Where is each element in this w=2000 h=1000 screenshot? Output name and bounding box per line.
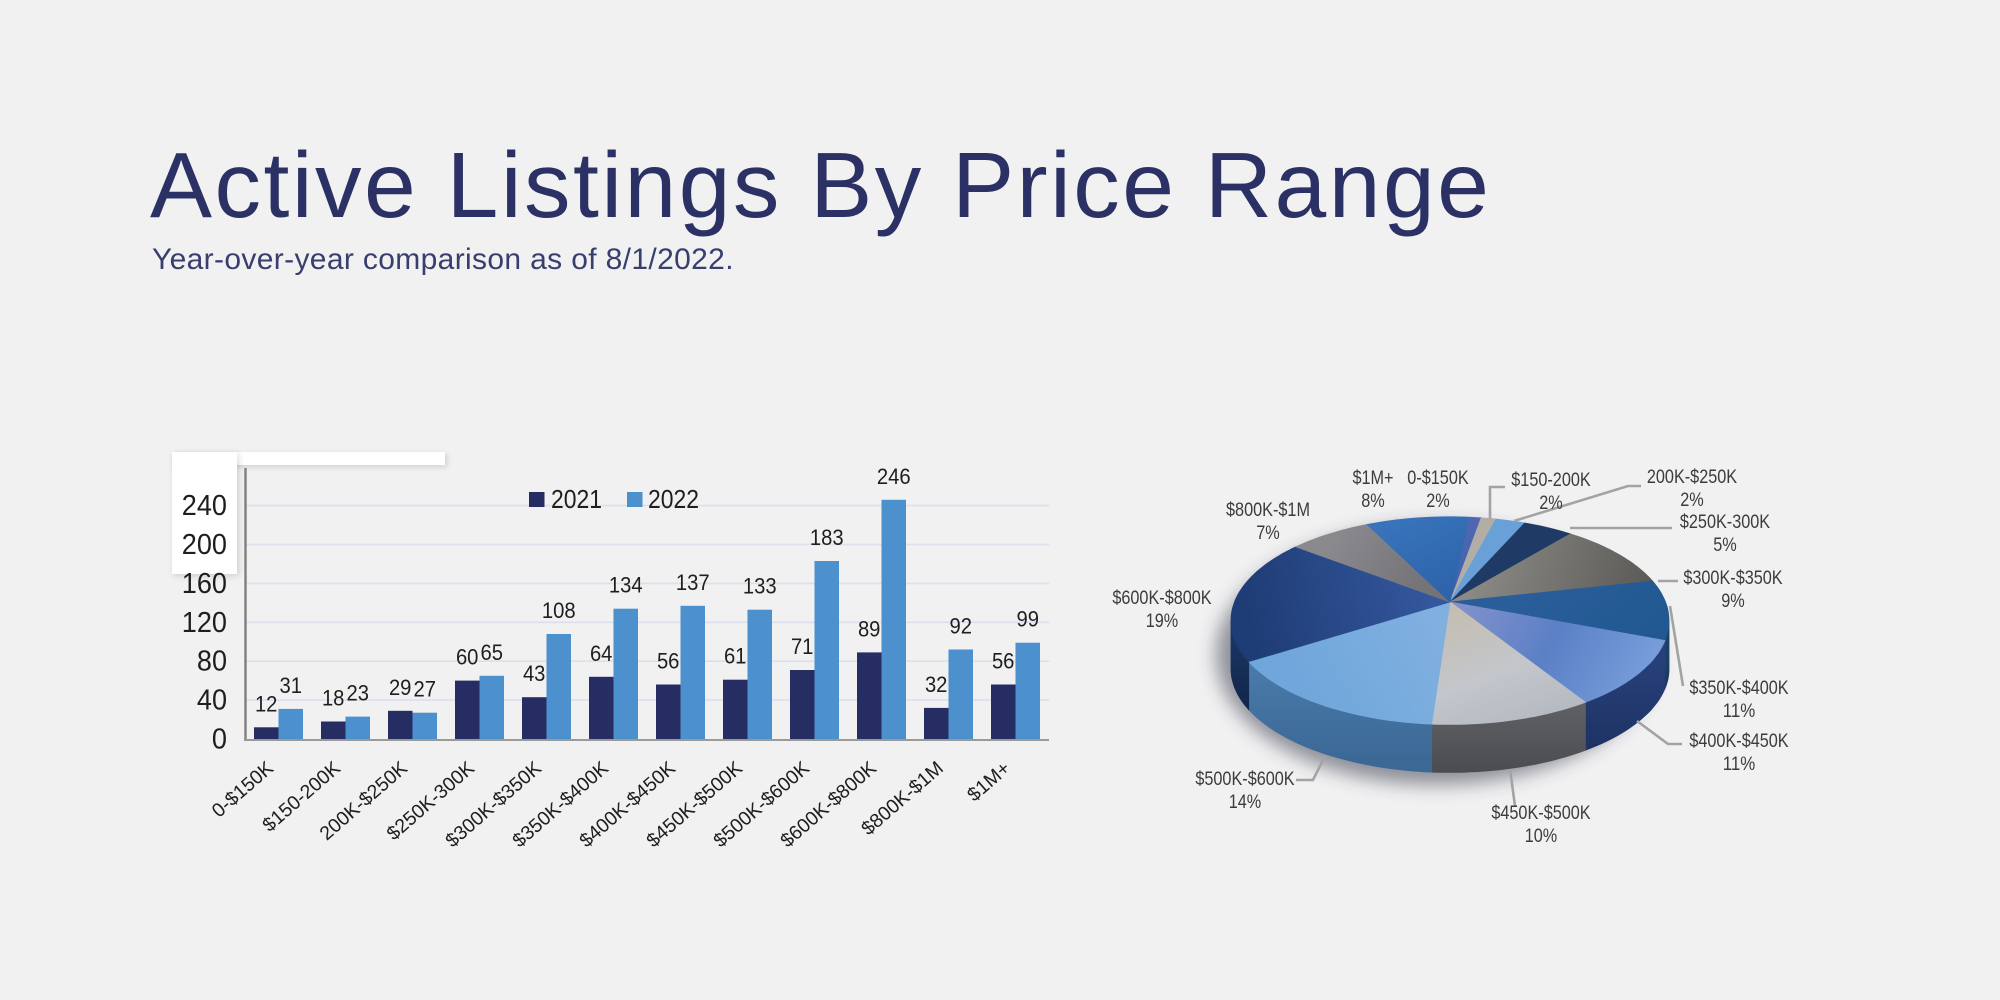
- svg-text:11%: 11%: [1723, 754, 1756, 775]
- svg-text:133: 133: [743, 574, 777, 599]
- svg-text:$250K-300K: $250K-300K: [1680, 512, 1771, 533]
- svg-text:71: 71: [791, 634, 814, 659]
- svg-text:160: 160: [182, 568, 227, 600]
- svg-text:29: 29: [389, 675, 412, 700]
- svg-text:2022: 2022: [648, 486, 699, 514]
- svg-text:32: 32: [925, 672, 948, 697]
- svg-text:65: 65: [481, 640, 504, 665]
- svg-text:5%: 5%: [1713, 535, 1737, 556]
- svg-text:12: 12: [255, 691, 278, 716]
- svg-text:240: 240: [182, 490, 227, 522]
- svg-text:10%: 10%: [1525, 826, 1558, 847]
- svg-text:0: 0: [212, 724, 227, 756]
- svg-text:$300K-$350K: $300K-$350K: [1683, 568, 1783, 589]
- svg-text:$1M+: $1M+: [1352, 468, 1393, 489]
- svg-text:7%: 7%: [1256, 523, 1280, 544]
- svg-text:$1M+: $1M+: [963, 757, 1015, 806]
- svg-text:31: 31: [280, 673, 303, 698]
- svg-text:89: 89: [858, 616, 881, 641]
- svg-text:19%: 19%: [1146, 611, 1179, 632]
- svg-text:183: 183: [810, 525, 844, 550]
- svg-text:$500K-$600K: $500K-$600K: [1195, 769, 1295, 790]
- svg-text:200: 200: [182, 529, 227, 561]
- svg-text:134: 134: [609, 573, 643, 598]
- svg-text:2021: 2021: [551, 486, 602, 514]
- svg-text:120: 120: [182, 607, 227, 639]
- svg-text:23: 23: [347, 681, 370, 706]
- svg-text:43: 43: [523, 661, 546, 686]
- svg-text:27: 27: [414, 677, 437, 702]
- svg-text:61: 61: [724, 644, 747, 669]
- svg-text:246: 246: [877, 464, 911, 489]
- svg-text:$400K-$450K: $400K-$450K: [1689, 731, 1789, 752]
- svg-text:2%: 2%: [1539, 493, 1563, 514]
- svg-text:64: 64: [590, 641, 613, 666]
- svg-text:92: 92: [950, 614, 973, 639]
- svg-text:$800K-$1M: $800K-$1M: [1226, 500, 1310, 521]
- svg-text:2%: 2%: [1680, 490, 1704, 511]
- svg-text:14%: 14%: [1229, 792, 1262, 813]
- svg-text:137: 137: [676, 570, 710, 595]
- svg-text:9%: 9%: [1721, 591, 1745, 612]
- svg-text:56: 56: [657, 649, 680, 674]
- svg-text:200K-$250K: 200K-$250K: [1647, 467, 1738, 488]
- svg-text:80: 80: [197, 646, 227, 678]
- svg-text:99: 99: [1017, 607, 1040, 632]
- svg-text:40: 40: [197, 685, 227, 717]
- svg-text:8%: 8%: [1361, 491, 1385, 512]
- svg-text:$350K-$400K: $350K-$400K: [1689, 678, 1789, 699]
- svg-text:56: 56: [992, 649, 1015, 674]
- svg-text:60: 60: [456, 645, 479, 670]
- svg-text:2%: 2%: [1426, 491, 1450, 512]
- svg-text:108: 108: [542, 598, 576, 623]
- svg-text:0-$150K: 0-$150K: [1407, 468, 1469, 489]
- svg-text:$450K-$500K: $450K-$500K: [1491, 803, 1591, 824]
- svg-text:$600K-$800K: $600K-$800K: [1112, 588, 1212, 609]
- svg-text:11%: 11%: [1723, 701, 1756, 722]
- svg-text:18: 18: [322, 686, 345, 711]
- svg-text:$150-200K: $150-200K: [1511, 470, 1591, 491]
